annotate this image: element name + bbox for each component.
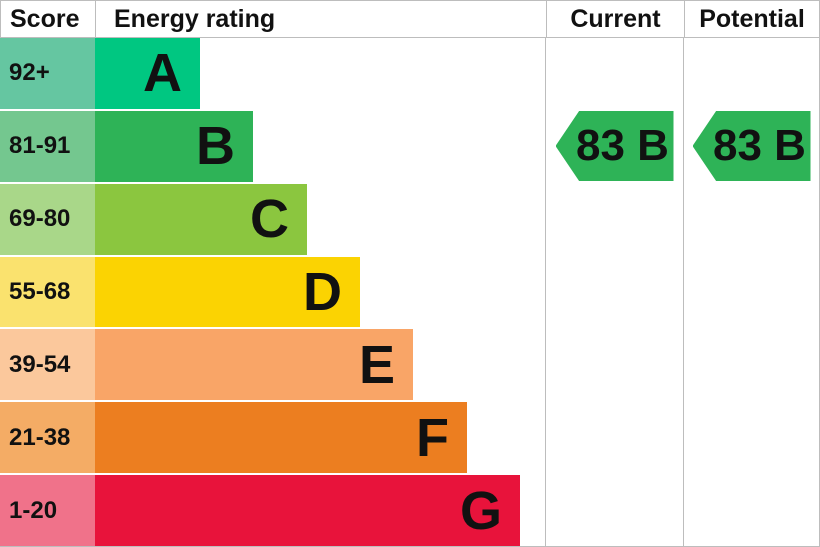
score-range-label: 1-20 bbox=[0, 475, 95, 546]
chart-body: 92+ A 81-91 B 69-80 C 55-68 D 39-54 E 21-38 F 1-20 G … bbox=[0, 38, 819, 546]
current-column-header: Current bbox=[546, 1, 684, 37]
rating-bar-d: D bbox=[95, 256, 360, 328]
rating-letter: B bbox=[196, 116, 235, 177]
rating-bar-b: B bbox=[95, 110, 253, 182]
rating-letter: G bbox=[459, 481, 502, 542]
rating-band-row-b: 81-91 B bbox=[0, 110, 545, 184]
current-rating-arrow: 83 B bbox=[555, 111, 674, 181]
potential-rating-arrow: 83 B bbox=[692, 111, 811, 181]
energy-rating-column-header: Energy rating bbox=[114, 4, 276, 33]
rating-letter: C bbox=[250, 189, 289, 250]
table-header: Score Energy rating Current Potential bbox=[0, 1, 819, 38]
rating-bands: 92+ A 81-91 B 69-80 C 55-68 D 39-54 E 21-38 F 1-20 G bbox=[0, 38, 545, 546]
rating-bar-g: G bbox=[95, 475, 520, 546]
rating-bar-f: F bbox=[95, 402, 467, 474]
rating-band-row-e: 39-54 E bbox=[0, 329, 545, 403]
rating-band-row-f: 21-38 F bbox=[0, 402, 545, 476]
rating-bar-c: C bbox=[95, 183, 307, 255]
rating-letter: E bbox=[358, 334, 395, 395]
potential-rating-label: 83 B bbox=[713, 121, 806, 170]
rating-letter: D bbox=[303, 262, 342, 322]
potential-column: 83 B bbox=[683, 38, 819, 546]
score-range-label: 39-54 bbox=[0, 329, 95, 401]
score-range-label: 21-38 bbox=[0, 402, 95, 474]
score-range-label: 69-80 bbox=[0, 183, 95, 255]
score-range-label: 92+ bbox=[0, 38, 95, 109]
rating-bar-e: E bbox=[95, 329, 413, 401]
potential-column-header: Potential bbox=[684, 1, 819, 37]
rating-band-row-d: 55-68 D bbox=[0, 256, 545, 330]
rating-letter: A bbox=[143, 43, 182, 104]
rating-letter: F bbox=[416, 407, 449, 468]
rating-band-row-g: 1-20 G bbox=[0, 475, 545, 546]
current-column: 83 B bbox=[545, 38, 683, 546]
score-column-header: Score bbox=[1, 1, 96, 37]
current-rating-label: 83 B bbox=[576, 121, 669, 170]
score-range-label: 81-91 bbox=[0, 110, 95, 182]
rating-bar-a: A bbox=[95, 38, 200, 109]
rating-band-row-c: 69-80 C bbox=[0, 183, 545, 257]
rating-band-row-a: 92+ A bbox=[0, 38, 545, 111]
score-range-label: 55-68 bbox=[0, 256, 95, 328]
